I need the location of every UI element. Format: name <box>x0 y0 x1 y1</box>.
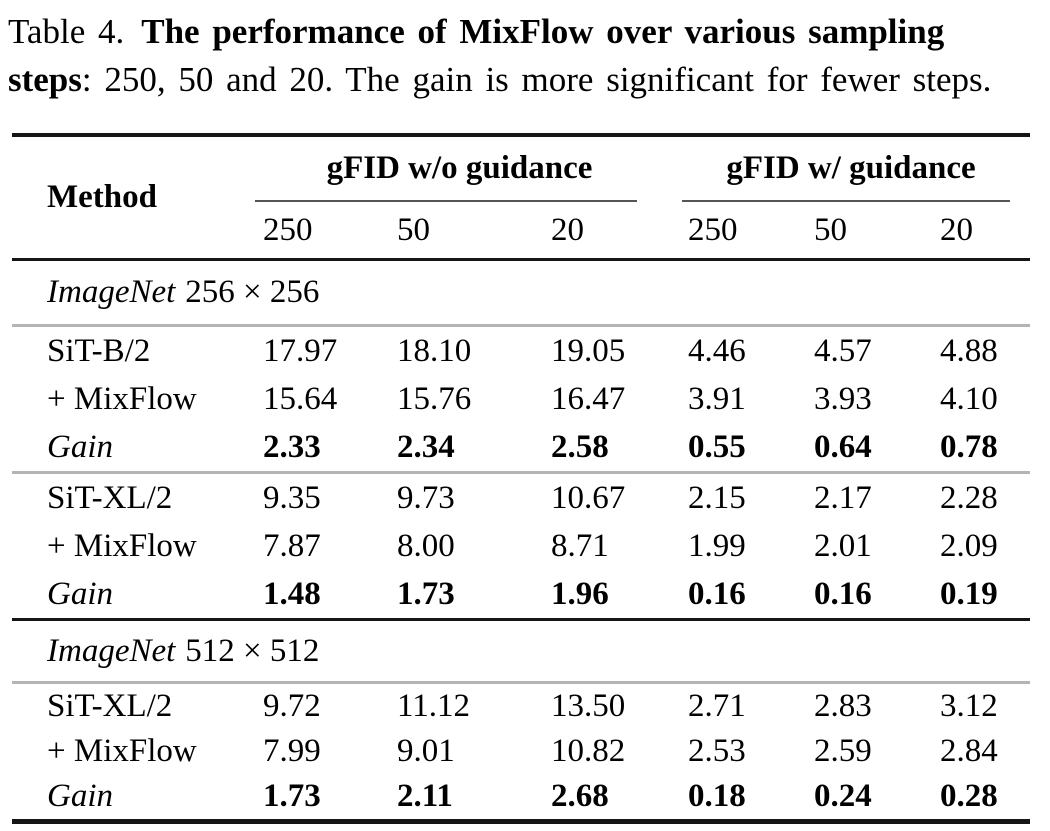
method-cell: SiT-B/2 <box>47 332 151 369</box>
value-cell: 17.97 <box>263 332 338 369</box>
gain-value-cell: 0.24 <box>814 778 872 814</box>
method-cell: SiT-XL/2 <box>47 688 173 724</box>
gain-value-cell: 0.16 <box>688 575 746 612</box>
section-resolution: 512 × 512 <box>185 632 320 669</box>
block-separator-rule <box>12 471 1030 474</box>
value-cell: 7.87 <box>263 527 321 564</box>
value-cell: 2.84 <box>940 733 998 769</box>
value-cell: 10.82 <box>551 733 626 769</box>
method-cell: + MixFlow <box>47 527 197 564</box>
value-cell: 4.10 <box>940 380 998 417</box>
gain-value-cell: 0.16 <box>814 575 872 612</box>
gain-value-cell: 2.34 <box>397 428 455 465</box>
value-cell: 9.35 <box>263 479 321 516</box>
gain-value-cell: 0.28 <box>940 778 998 814</box>
value-cell: 2.15 <box>688 479 746 516</box>
table-caption: Table 4. The performance of MixFlow over … <box>0 0 1050 104</box>
group-header-with-guidance: gFID w/ guidance <box>726 150 976 186</box>
value-cell: 2.83 <box>814 688 872 724</box>
section-heading: ImageNet 512 × 512 <box>12 621 1030 681</box>
value-cell: 2.53 <box>688 733 746 769</box>
gain-value-cell: 0.78 <box>940 428 998 465</box>
section-divider-rule <box>12 618 1030 621</box>
caption-label: Table 4. <box>8 12 125 51</box>
gain-value-cell: 1.96 <box>551 575 609 612</box>
gain-value-cell: 0.19 <box>940 575 998 612</box>
caption-line-1: Table 4. The performance of MixFlow over … <box>8 8 1044 56</box>
value-cell: 8.71 <box>551 527 609 564</box>
step-header: 50 <box>397 211 430 248</box>
value-cell: 2.28 <box>940 479 998 516</box>
value-cell: 2.59 <box>814 733 872 769</box>
group-underline-rule <box>255 200 637 202</box>
value-cell: 18.10 <box>397 332 472 369</box>
value-cell: 15.64 <box>263 380 338 417</box>
value-cell: 2.09 <box>940 527 998 564</box>
gain-value-cell: 1.73 <box>397 575 455 612</box>
value-cell: 19.05 <box>551 332 626 369</box>
value-cell: 2.71 <box>688 688 746 724</box>
section-dataset-name: ImageNet <box>47 274 176 310</box>
step-header: 20 <box>940 211 973 248</box>
value-cell: 7.99 <box>263 733 321 769</box>
value-cell: 10.67 <box>551 479 626 516</box>
value-cell: 2.01 <box>814 527 872 564</box>
results-table: Method gFID w/o guidance gFID w/ guidanc… <box>12 133 1030 824</box>
gain-value-cell: 0.64 <box>814 428 872 465</box>
group-header-no-guidance: gFID w/o guidance <box>326 150 593 186</box>
gain-label: Gain <box>47 428 113 465</box>
step-header: 20 <box>551 211 584 248</box>
value-cell: 4.88 <box>940 332 998 369</box>
gain-value-cell: 1.48 <box>263 575 321 612</box>
value-cell: 16.47 <box>551 380 626 417</box>
group-underline-rule <box>682 200 1010 202</box>
method-cell: + MixFlow <box>47 380 197 417</box>
value-cell: 3.12 <box>940 688 998 724</box>
caption-title-bold: steps <box>8 60 82 99</box>
gain-label: Gain <box>47 575 113 612</box>
gain-value-cell: 2.33 <box>263 428 321 465</box>
caption-line-2: steps: 250, 50 and 20. The gain is more … <box>8 56 1044 104</box>
section-resolution: 256 × 256 <box>185 274 320 310</box>
value-cell: 8.00 <box>397 527 455 564</box>
section-dataset-name: ImageNet <box>47 632 176 669</box>
gain-value-cell: 0.18 <box>688 778 746 814</box>
value-cell: 9.73 <box>397 479 455 516</box>
value-cell: 4.57 <box>814 332 872 369</box>
step-header: 250 <box>263 211 313 248</box>
header-bottom-rule <box>12 258 1030 261</box>
table-bottom-rule <box>12 819 1030 824</box>
value-cell: 3.93 <box>814 380 872 417</box>
gain-value-cell: 2.58 <box>551 428 609 465</box>
column-header-method: Method <box>47 179 157 215</box>
method-cell: SiT-XL/2 <box>47 479 173 516</box>
caption-title-bold: The performance of MixFlow over various … <box>141 12 945 51</box>
gain-label: Gain <box>47 778 113 814</box>
table-top-rule <box>12 133 1030 137</box>
section-separator-rule <box>12 681 1030 684</box>
gain-value-cell: 0.55 <box>688 428 746 465</box>
value-cell: 15.76 <box>397 380 472 417</box>
gain-value-cell: 1.73 <box>263 778 321 814</box>
value-cell: 9.01 <box>397 733 455 769</box>
step-header: 50 <box>814 211 847 248</box>
value-cell: 9.72 <box>263 688 321 724</box>
value-cell: 2.17 <box>814 479 872 516</box>
section-heading: ImageNet 256 × 256 <box>12 261 1030 324</box>
method-cell: + MixFlow <box>47 733 197 769</box>
gain-value-cell: 2.68 <box>551 778 609 814</box>
value-cell: 4.46 <box>688 332 746 369</box>
value-cell: 13.50 <box>551 688 626 724</box>
caption-text: : 250, 50 and 20. The gain is more signi… <box>81 60 992 99</box>
value-cell: 1.99 <box>688 527 746 564</box>
gain-value-cell: 2.11 <box>397 778 453 814</box>
section-separator-rule <box>12 324 1030 327</box>
step-header: 250 <box>688 211 738 248</box>
value-cell: 11.12 <box>397 688 471 724</box>
value-cell: 3.91 <box>688 380 746 417</box>
